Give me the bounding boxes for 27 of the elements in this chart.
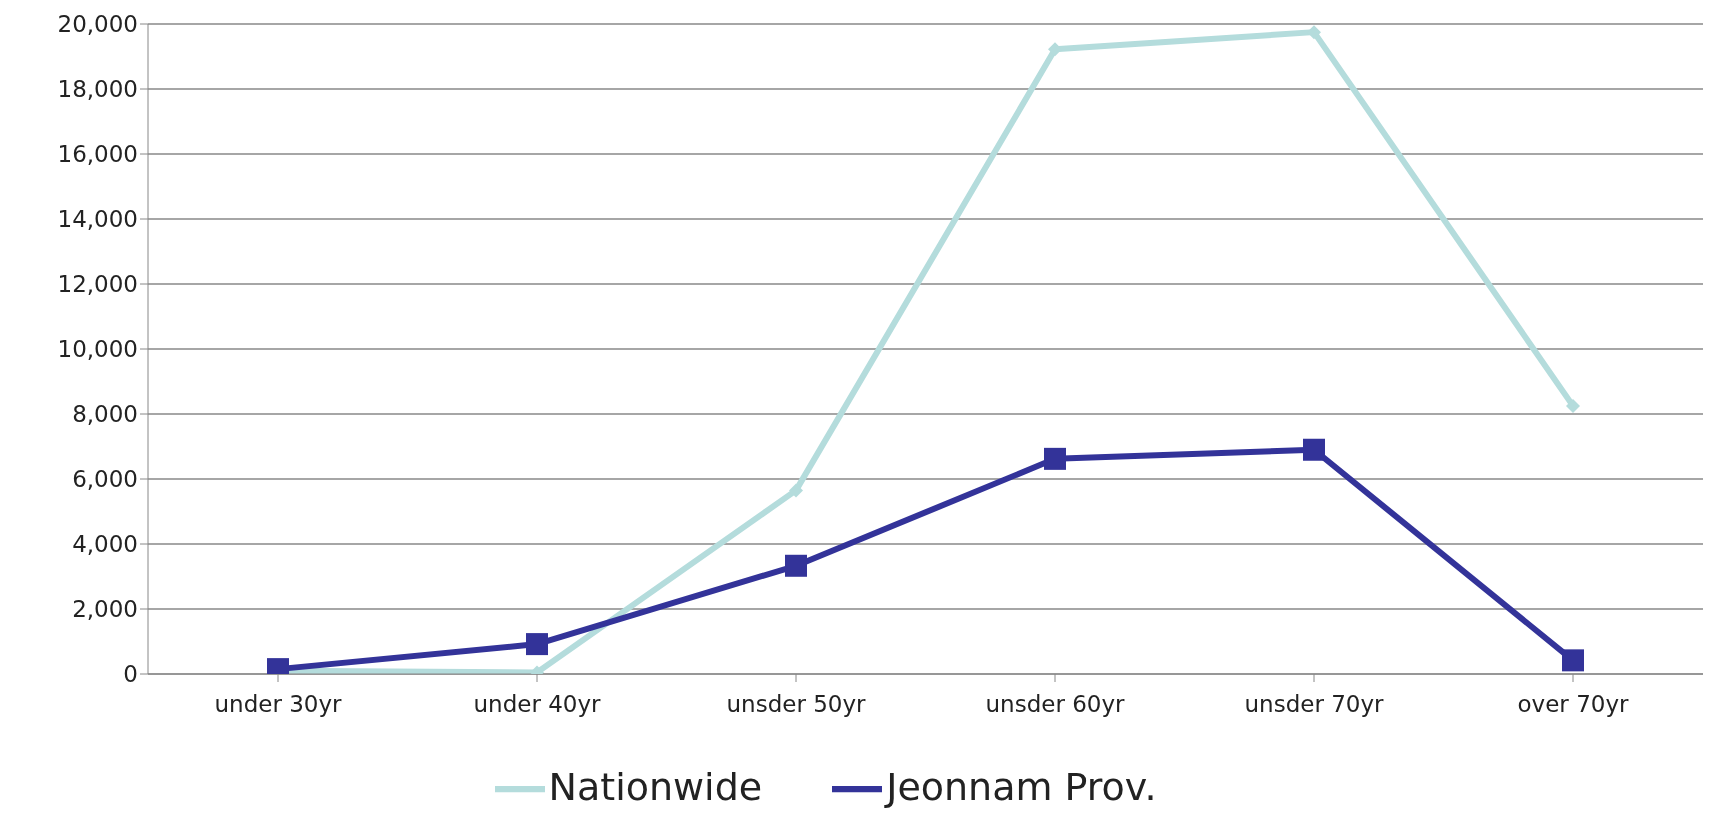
point (785, 554, 807, 577)
x-tick-label: unsder 70yr (1244, 691, 1385, 718)
y-tick-label: 8,000 (72, 401, 138, 428)
y-tick-label: 0 (123, 661, 138, 688)
point (1044, 447, 1066, 470)
y-tick-label: 16,000 (57, 141, 138, 168)
y-tick-label: 20,000 (57, 11, 138, 38)
point (1566, 398, 1580, 413)
y-tick-label: 12,000 (57, 271, 138, 298)
y-tick-label: 6,000 (72, 466, 138, 493)
point (526, 633, 548, 656)
legend-label: Jeonnam Prov. (886, 764, 1157, 809)
x-tick-label: unsder 60yr (985, 691, 1126, 718)
x-tick-label: over 70yr (1517, 691, 1630, 718)
x-tick-label: unsder 50yr (726, 691, 867, 718)
y-tick-label: 14,000 (57, 206, 138, 233)
x-tick-label: under 30yr (214, 691, 343, 718)
point (1307, 25, 1321, 40)
y-tick-label: 4,000 (72, 531, 138, 558)
legend-label: Nationwide (548, 764, 763, 809)
y-tick-label: 10,000 (57, 336, 138, 363)
point (1562, 649, 1584, 672)
point (789, 483, 803, 498)
y-tick-label: 18,000 (57, 76, 138, 103)
y-tick-label: 2,000 (72, 596, 138, 623)
x-tick-label: under 40yr (473, 691, 602, 718)
point (1303, 438, 1325, 461)
